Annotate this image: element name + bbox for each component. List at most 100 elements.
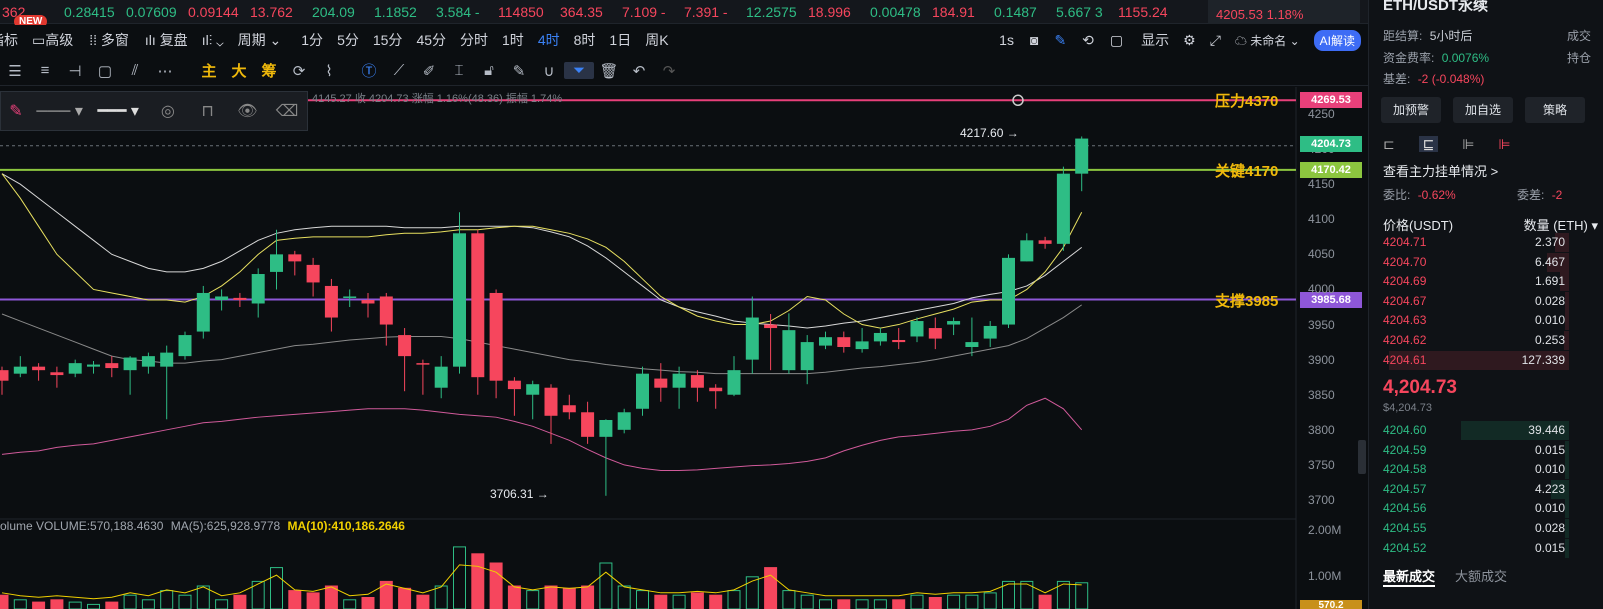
symbol-title[interactable]: ETH/USDT永续 bbox=[1383, 0, 1489, 14]
qty-column-header[interactable]: 数量 (ETH) ▾ bbox=[1523, 218, 1598, 233]
depth-link[interactable]: 查看主力挂单情况 > bbox=[1383, 164, 1499, 179]
bid-row[interactable]: 4204.59 0.015 bbox=[1369, 440, 1603, 460]
interval-1s[interactable]: 1s bbox=[999, 32, 1014, 48]
marker-icon[interactable]: ✐ bbox=[422, 62, 436, 80]
undo-icon[interactable]: ↶ bbox=[632, 62, 646, 80]
parallel-icon[interactable]: ⫽ bbox=[131, 62, 139, 79]
tab-latest-trades[interactable]: 最新成交 bbox=[1383, 566, 1436, 587]
bid-row[interactable]: 4204.55 0.028 bbox=[1369, 519, 1603, 538]
ticker-item[interactable]: 7.109 - bbox=[622, 3, 666, 20]
menu-icon[interactable]: ☰ bbox=[8, 62, 22, 80]
horizontal-line-icon[interactable]: ⊣ bbox=[68, 62, 82, 80]
ask-row[interactable]: 4204.70 6.467 bbox=[1369, 252, 1603, 272]
visibility-icon[interactable]: 👁︎ bbox=[237, 103, 258, 120]
ticker-item[interactable]: 1155.24 bbox=[1118, 3, 1168, 20]
magnet-icon[interactable]: ∪ bbox=[543, 62, 555, 80]
ticker-item[interactable]: 0.07609 bbox=[126, 3, 177, 20]
pen-icon[interactable]: ✎ bbox=[1054, 31, 1067, 48]
big-order-button[interactable]: 大 bbox=[231, 63, 247, 80]
period-1h[interactable]: 1时 bbox=[502, 32, 524, 48]
bids-view-icon[interactable]: ⊫ bbox=[1462, 136, 1475, 152]
brush-icon[interactable]: ⌇ bbox=[325, 62, 333, 80]
text-tool-icon[interactable]: Ⓣ bbox=[361, 63, 377, 80]
ticker-item[interactable]: 5.667 3 bbox=[1056, 3, 1103, 20]
bid-row[interactable]: 4204.56 0.010 bbox=[1369, 499, 1603, 519]
ticker-item[interactable]: 364.35 bbox=[560, 3, 603, 20]
ticker-item[interactable]: 184.91 bbox=[932, 3, 975, 20]
ai-analysis-button[interactable]: AI解读 bbox=[1313, 29, 1361, 51]
ticker-item[interactable]: 0.09144 bbox=[188, 3, 239, 20]
edit-icon[interactable]: ✎ bbox=[512, 62, 526, 80]
sync-icon[interactable]: ⟳ bbox=[292, 62, 306, 80]
multi-window-button[interactable]: ⁞⁞ 多窗 bbox=[89, 30, 129, 50]
period-timeshare[interactable]: 分时 bbox=[460, 32, 489, 48]
period-week[interactable]: 周K bbox=[645, 32, 669, 48]
fullscreen-icon[interactable]: ⤢ bbox=[1209, 31, 1221, 48]
period-4h[interactable]: 4时 bbox=[537, 32, 560, 48]
add-alert-button[interactable]: 加预警 bbox=[1381, 97, 1441, 123]
bid-row[interactable]: 4204.58 0.010 bbox=[1369, 460, 1603, 480]
ticker-item[interactable]: 0.00478 bbox=[870, 3, 921, 20]
ask-row[interactable]: 4204.67 0.028 bbox=[1369, 291, 1603, 311]
ticker-item[interactable]: 0.1487 bbox=[994, 3, 1037, 20]
ticker-item[interactable]: 1.1852 bbox=[374, 3, 417, 20]
rectangle-icon[interactable]: ▢ bbox=[97, 62, 113, 80]
pencil-icon[interactable]: ✎ bbox=[9, 103, 23, 120]
layout-dropdown[interactable]: ☁ 未命名 ⌄ bbox=[1234, 33, 1300, 48]
active-symbol-tab[interactable]: 4205.53 1.18% bbox=[1208, 0, 1360, 24]
add-watchlist-button[interactable]: 加自选 bbox=[1453, 97, 1513, 123]
ask-row[interactable]: 4204.69 1.691 bbox=[1369, 272, 1603, 292]
line-style-dropdown[interactable]: ─── ▾ bbox=[36, 103, 83, 120]
list-icon[interactable]: ≡ bbox=[40, 62, 50, 79]
ticker-item[interactable]: 7.391 - bbox=[684, 3, 728, 20]
display-button[interactable]: 显示 bbox=[1141, 32, 1170, 48]
replay-button[interactable]: ılı 复盘 bbox=[145, 30, 188, 50]
bid-row[interactable]: 4204.52 0.015 bbox=[1369, 538, 1603, 558]
period-1d[interactable]: 1日 bbox=[609, 32, 632, 48]
period-45m[interactable]: 45分 bbox=[416, 32, 447, 48]
filter-icon[interactable]: ⏷ bbox=[564, 62, 594, 79]
period-15m[interactable]: 15分 bbox=[372, 32, 403, 48]
ticker-item[interactable]: 18.996 bbox=[808, 3, 851, 20]
price-chart[interactable] bbox=[0, 87, 1365, 609]
ticker-item[interactable]: 12.2575 bbox=[746, 3, 797, 20]
bid-row[interactable]: 4204.60 39.446 bbox=[1369, 421, 1603, 440]
indicators-button[interactable]: 指标 bbox=[0, 32, 18, 48]
period-8h[interactable]: 8时 bbox=[573, 32, 596, 48]
target-icon[interactable]: ◎ bbox=[160, 103, 175, 120]
ticker-item[interactable]: 13.762 bbox=[250, 3, 293, 20]
trash-icon[interactable]: 🗑︎ bbox=[599, 62, 619, 80]
unlock-icon[interactable]: ⊓ bbox=[201, 103, 214, 120]
chart-type-dropdown[interactable]: ıl⫶ ⌄ bbox=[202, 32, 224, 49]
delete-icon[interactable]: ⌫ bbox=[275, 103, 299, 120]
settings-icon[interactable]: ⚙ bbox=[1183, 31, 1196, 48]
asks-view-icon[interactable]: ⊫ bbox=[1498, 136, 1511, 152]
advanced-button[interactable]: ▭高级 bbox=[32, 30, 73, 50]
period-1m[interactable]: 1分 bbox=[301, 32, 324, 48]
bid-row[interactable]: 4204.57 4.223 bbox=[1369, 479, 1603, 499]
strategy-button[interactable]: 策略 bbox=[1525, 97, 1585, 123]
candle-icon[interactable]: ⌶ bbox=[454, 62, 464, 79]
ask-row[interactable]: 4204.71 2.370 bbox=[1369, 233, 1603, 252]
period-5m[interactable]: 5分 bbox=[337, 32, 359, 48]
more-icon[interactable]: ⋯ bbox=[157, 62, 173, 80]
both-view-icon[interactable]: ⊏ bbox=[1383, 136, 1395, 152]
ask-row[interactable]: 4204.61 127.339 bbox=[1369, 350, 1603, 370]
lock-icon[interactable]: 🔓︎ bbox=[484, 62, 494, 79]
ticker-item[interactable]: 0.28415 bbox=[64, 3, 115, 20]
camera-icon[interactable]: ◙ bbox=[1029, 32, 1039, 48]
ruler-icon[interactable]: ⟋ bbox=[393, 62, 405, 79]
tab-big-trades[interactable]: 大额成交 bbox=[1455, 569, 1508, 584]
panel-splitter[interactable] bbox=[1358, 440, 1366, 474]
split-view-icon[interactable]: ⊑ bbox=[1418, 136, 1439, 152]
ticker-item[interactable]: 114850 bbox=[498, 3, 544, 20]
ticker-item[interactable]: 3.584 - bbox=[436, 3, 480, 20]
rotate-icon[interactable]: ⟲ bbox=[1082, 31, 1094, 48]
ask-row[interactable]: 4204.63 0.010 bbox=[1369, 311, 1603, 331]
main-indicator-button[interactable]: 主 bbox=[201, 63, 217, 80]
period-dropdown[interactable]: 周期 ⌄ bbox=[237, 32, 282, 48]
ticker-item[interactable]: 204.09 bbox=[312, 3, 355, 20]
square-icon[interactable]: ▢ bbox=[1109, 31, 1124, 48]
chip-button[interactable]: 筹 bbox=[261, 63, 277, 80]
ask-row[interactable]: 4204.62 0.253 bbox=[1369, 331, 1603, 350]
